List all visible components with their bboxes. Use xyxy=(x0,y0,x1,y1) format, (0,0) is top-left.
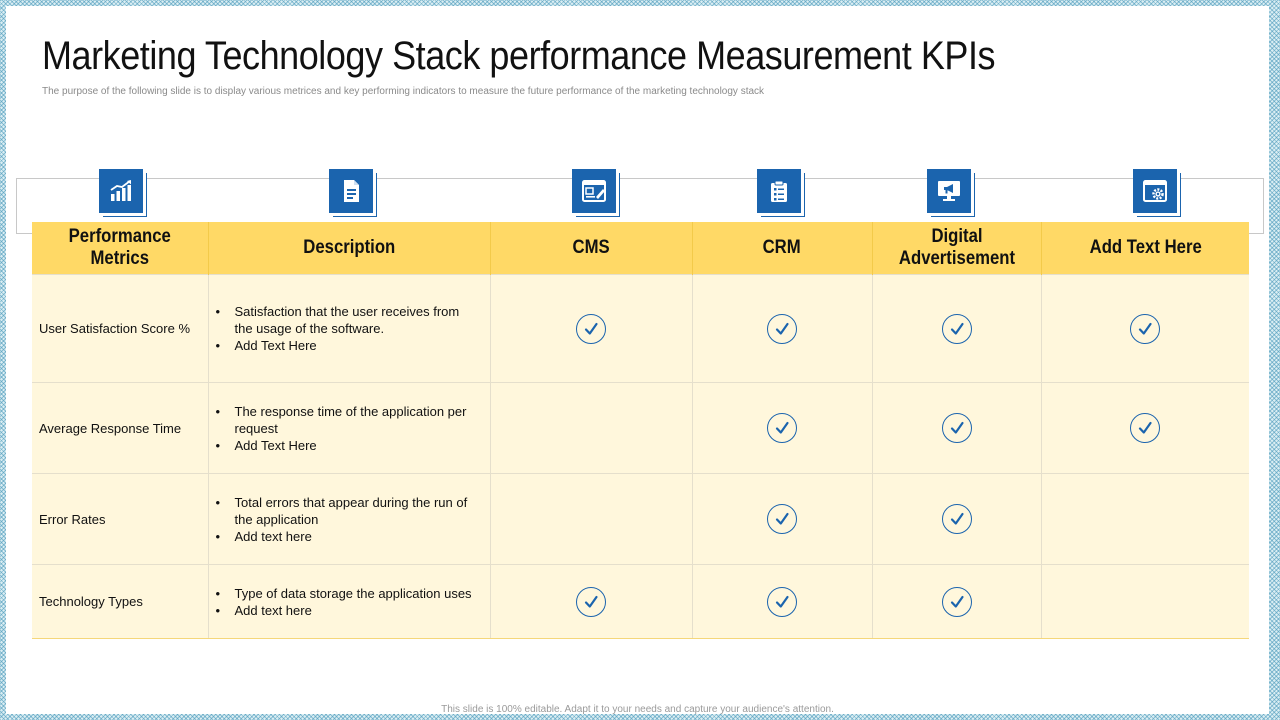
check-cell xyxy=(692,473,873,565)
header-add-text: Add Text Here xyxy=(1041,222,1249,275)
check-cell xyxy=(1041,473,1249,565)
description-bullet: The response time of the application per… xyxy=(216,403,480,437)
description-bullet: Satisfaction that the user receives from… xyxy=(216,303,480,337)
table-row: Technology Types Type of data storage the… xyxy=(32,564,1249,639)
description-list: The response time of the application per… xyxy=(209,403,490,454)
monitor-megaphone-icon xyxy=(927,169,971,213)
table-row: Error RatesTotal errors that appear duri… xyxy=(32,473,1249,565)
checkmark-icon xyxy=(576,586,606,617)
checkmark-icon xyxy=(941,504,972,534)
header-digital-advertisement: Digital Advertisement xyxy=(872,222,1042,275)
header-cms: CMS xyxy=(490,222,693,275)
metric-cell: Average Response Time xyxy=(32,382,209,474)
checkmark-icon xyxy=(767,586,797,617)
page-title: Marketing Technology Stack performance M… xyxy=(42,34,996,78)
metric-cell: Error Rates xyxy=(32,473,209,565)
description-bullet: Add text here xyxy=(216,528,480,545)
page-subtitle: The purpose of the following slide is to… xyxy=(42,86,765,97)
check-cell xyxy=(692,274,873,383)
description-bullet: Add text here xyxy=(216,602,480,619)
description-cell: The response time of the application per… xyxy=(208,382,491,474)
description-cell: Satisfaction that the user receives from… xyxy=(208,274,491,383)
bar-chart-icon xyxy=(99,169,143,213)
slide: Marketing Technology Stack performance M… xyxy=(6,6,1269,715)
check-cell xyxy=(872,382,1042,474)
check-cell xyxy=(490,473,693,565)
description-list: Total errors that appear during the run … xyxy=(209,494,490,545)
table-row: Average Response TimeThe response time o… xyxy=(32,382,1249,474)
check-cell xyxy=(490,274,693,383)
check-cell xyxy=(1041,382,1249,474)
metric-cell: Technology Types xyxy=(32,564,209,639)
header-performance-metrics: Performance Metrics xyxy=(32,222,209,275)
checkmark-icon xyxy=(576,313,606,344)
check-cell xyxy=(1041,564,1249,639)
check-cell xyxy=(872,473,1042,565)
kpi-table: Performance Metrics Description CMS CRM … xyxy=(32,222,1249,639)
metric-cell: User Satisfaction Score % xyxy=(32,274,209,383)
description-cell: Total errors that appear during the run … xyxy=(208,473,491,565)
table-row: User Satisfaction Score %Satisfaction th… xyxy=(32,274,1249,383)
checkmark-icon xyxy=(767,504,797,534)
check-cell xyxy=(872,564,1042,639)
document-icon xyxy=(329,169,373,213)
header-description: Description xyxy=(208,222,491,275)
table-header-row: Performance Metrics Description CMS CRM … xyxy=(32,222,1249,275)
description-bullet: Add Text Here xyxy=(216,437,480,454)
checkmark-icon xyxy=(941,313,972,344)
checkmark-icon xyxy=(941,586,972,617)
check-cell xyxy=(1041,274,1249,383)
check-cell xyxy=(490,564,693,639)
cms-window-icon xyxy=(572,169,616,213)
browser-settings-icon xyxy=(1133,169,1177,213)
check-cell xyxy=(692,382,873,474)
check-cell xyxy=(490,382,693,474)
checkmark-icon xyxy=(1130,313,1161,344)
checkmark-icon xyxy=(767,413,797,443)
check-cell xyxy=(692,564,873,639)
description-bullet: Add Text Here xyxy=(216,337,480,354)
checkmark-icon xyxy=(767,313,797,344)
description-list: Type of data storage the application use… xyxy=(209,585,490,619)
footer-note: This slide is 100% editable. Adapt it to… xyxy=(441,704,834,715)
description-bullet: Total errors that appear during the run … xyxy=(216,494,480,528)
check-cell xyxy=(872,274,1042,383)
checkmark-icon xyxy=(1130,413,1161,443)
checkmark-icon xyxy=(941,413,972,443)
description-list: Satisfaction that the user receives from… xyxy=(209,303,490,354)
crm-clipboard-icon xyxy=(757,169,801,213)
description-bullet: Type of data storage the application use… xyxy=(216,585,480,602)
header-crm: CRM xyxy=(692,222,873,275)
description-cell: Type of data storage the application use… xyxy=(208,564,491,639)
